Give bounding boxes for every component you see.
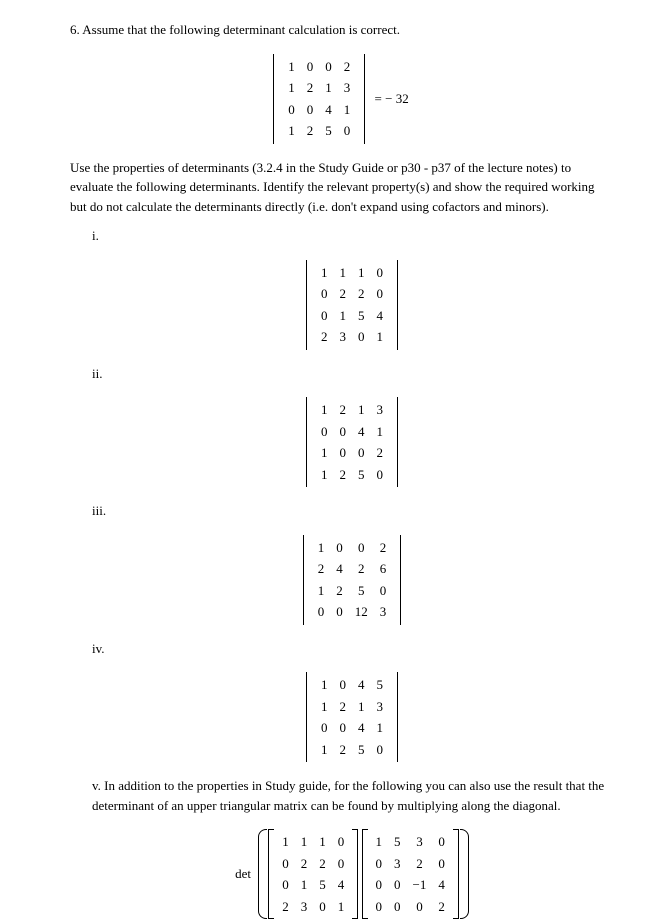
part-iv: iv. 1045 1213 0041 1250: [92, 639, 612, 763]
explanation-text: Use the properties of determinants (3.2.…: [70, 158, 612, 217]
part-iii-det: 1002 2426 1250 00123: [303, 535, 402, 625]
part-v-text: In addition to the properties in Study g…: [92, 778, 604, 813]
given-matrix: 1002 1213 0041 1250: [282, 56, 356, 142]
matrix-b: 1530 0320 00−14 0002: [370, 831, 451, 917]
part-iii-label: iii.: [92, 501, 612, 521]
part-v-label: v.: [92, 778, 101, 793]
part-i-det: 1110 0220 0154 2301: [306, 260, 398, 350]
given-determinant-block: 1002 1213 0041 1250 = − 32: [70, 54, 612, 144]
product-parentheses: 1110 0220 0154 2301 1530 0320 00−14 0002: [258, 829, 469, 919]
part-ii-det: 1213 0041 1002 1250: [306, 397, 398, 487]
part-v: v. In addition to the properties in Stud…: [92, 776, 612, 919]
question-number: 6.: [70, 22, 80, 37]
part-i-label: i.: [92, 226, 612, 246]
part-ii-label: ii.: [92, 364, 612, 384]
given-result: = − 32: [375, 89, 409, 109]
matrix-a: 1110 0220 0154 2301: [276, 831, 350, 917]
matrix-b-brackets: 1530 0320 00−14 0002: [362, 829, 459, 919]
part-ii: ii. 1213 0041 1002 1250: [92, 364, 612, 488]
part-i: i. 1110 0220 0154 2301: [92, 226, 612, 350]
det-label: det: [235, 864, 251, 884]
part-iv-label: iv.: [92, 639, 612, 659]
given-determinant: 1002 1213 0041 1250: [273, 54, 365, 144]
intro-text: Assume that the following determinant ca…: [82, 22, 400, 37]
part-iv-det: 1045 1213 0041 1250: [306, 672, 398, 762]
question-intro: 6. Assume that the following determinant…: [70, 20, 612, 40]
matrix-a-brackets: 1110 0220 0154 2301: [268, 829, 358, 919]
part-iii: iii. 1002 2426 1250 00123: [92, 501, 612, 625]
